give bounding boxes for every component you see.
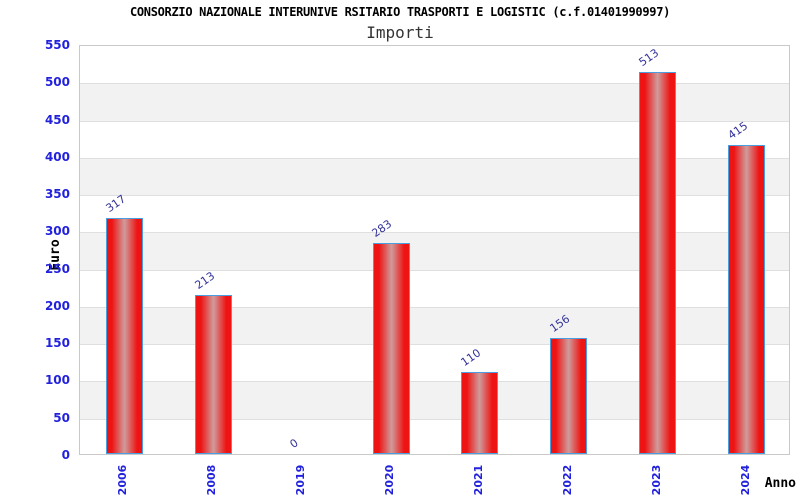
y-tick-label: 200: [44, 298, 70, 313]
y-tick-label: 100: [44, 373, 70, 388]
chart-title: CONSORZIO NAZIONALE INTERUNIVE RSITARIO …: [129, 5, 671, 19]
bar-2022: [550, 337, 588, 454]
y-tick-label: 450: [44, 112, 70, 127]
chart-subtitle: Importi: [366, 23, 434, 42]
gridline: [80, 232, 789, 234]
bar-value-label: 110: [458, 346, 484, 369]
y-tick-label: 300: [44, 224, 70, 239]
gridline: [80, 306, 789, 308]
bar-value-label: 213: [192, 269, 217, 293]
plot-band: [80, 157, 789, 196]
x-tick-label-2021: 2021: [471, 464, 485, 496]
y-tick-label: 550: [44, 38, 70, 52]
x-tick-label-2019: 2019: [294, 464, 308, 496]
y-tick-label: 0: [61, 448, 70, 462]
x-tick-label-2008: 2008: [205, 464, 219, 496]
x-tick-label-2022: 2022: [560, 464, 574, 496]
bar-2008: [194, 295, 232, 454]
gridline: [80, 418, 789, 420]
y-tick-label: 150: [44, 336, 70, 351]
y-tick-label: 250: [44, 261, 70, 276]
gridline: [80, 195, 789, 197]
bar-2021: [461, 372, 499, 454]
x-tick-label-2023: 2023: [649, 464, 663, 496]
bar-value-label: 513: [636, 45, 662, 69]
bar-2006: [105, 217, 143, 454]
y-tick-label: 500: [44, 75, 70, 90]
x-tick-label-2020: 2020: [383, 464, 397, 496]
plot-band: [80, 306, 789, 345]
gridline: [80, 269, 789, 271]
gridline: [80, 157, 789, 159]
y-tick-label: 400: [44, 149, 70, 164]
x-tick-label-2024: 2024: [738, 464, 752, 496]
gridline: [80, 344, 789, 346]
bar-value-label: 415: [725, 118, 751, 142]
bar-2023: [639, 71, 677, 454]
bar-value-label: 0: [287, 436, 301, 451]
plot-band: [80, 83, 789, 121]
plot-band: [80, 381, 789, 419]
plot-band: [80, 232, 789, 270]
y-tick-label: 50: [53, 410, 70, 425]
y-tick-label: 350: [44, 187, 70, 202]
x-axis-title: Anno: [764, 476, 796, 491]
gridline: [80, 381, 789, 383]
plot-area: 317 213 0 283 110 156 513 415: [79, 45, 790, 455]
bar-2024: [728, 144, 766, 454]
gridline: [80, 83, 789, 85]
gridline: [80, 120, 789, 122]
bar-2020: [372, 243, 410, 454]
x-tick-label-2006: 2006: [116, 464, 130, 496]
